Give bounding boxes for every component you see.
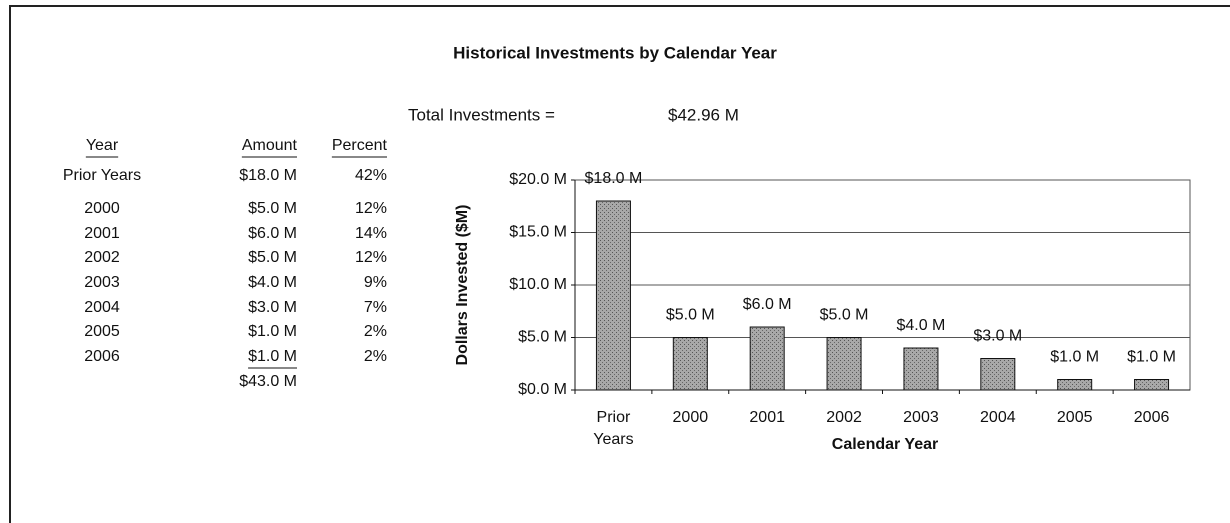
table-cell: 2000: [84, 200, 120, 217]
bar: [749, 326, 785, 391]
x-tick-label: 2003: [903, 409, 939, 426]
table-cell: 42%: [355, 167, 387, 184]
bar: [903, 347, 939, 391]
bar: [826, 337, 862, 391]
table-cell: $1.0 M: [248, 323, 297, 340]
y-tick-label: $0.0 M: [518, 381, 567, 398]
table-cell: $4.0 M: [248, 274, 297, 291]
bar: [1134, 379, 1170, 391]
table-cell: 9%: [364, 274, 387, 291]
table-sum: $43.0 M: [239, 373, 297, 390]
table-cell: $1.0 M: [248, 348, 297, 365]
table-cell: Prior Years: [63, 167, 141, 184]
table-cell: 2003: [84, 274, 120, 291]
bar: [980, 358, 1016, 391]
bar: [672, 337, 708, 391]
data-label: $5.0 M: [666, 307, 715, 324]
y-axis-title: Dollars Invested ($M): [454, 205, 471, 366]
table-cell: 12%: [355, 249, 387, 266]
x-tick-label: 2005: [1057, 409, 1093, 426]
table-cell: $5.0 M: [248, 200, 297, 217]
x-tick-label: 2000: [673, 409, 709, 426]
table-cell: $3.0 M: [248, 299, 297, 316]
table-cell: 2%: [364, 348, 387, 365]
table-header: Percent: [332, 137, 388, 154]
table-cell: 14%: [355, 225, 387, 242]
table-cell: $6.0 M: [248, 225, 297, 242]
table-cell: $5.0 M: [248, 249, 297, 266]
table-cell: 2002: [84, 249, 120, 266]
data-label: $3.0 M: [973, 328, 1022, 345]
table-header: Amount: [242, 137, 298, 154]
data-label: $6.0 M: [743, 296, 792, 313]
y-tick-label: $5.0 M: [518, 329, 567, 346]
x-tick-label: 2004: [980, 409, 1016, 426]
frame: [9, 5, 1230, 523]
y-tick-label: $10.0 M: [509, 276, 567, 293]
x-tick-label: 2006: [1134, 409, 1170, 426]
y-tick-label: $20.0 M: [509, 171, 567, 188]
data-label: $1.0 M: [1127, 349, 1176, 366]
total-label: Total Investments =: [408, 105, 555, 124]
table-cell: $18.0 M: [239, 167, 297, 184]
data-label: $18.0 M: [585, 170, 643, 187]
x-axis-title: Calendar Year: [832, 436, 938, 453]
table-cell: 7%: [364, 299, 387, 316]
x-tick-label: 2002: [826, 409, 862, 426]
table-cell: 2%: [364, 323, 387, 340]
bar: [595, 200, 631, 391]
table-cell: 2006: [84, 348, 120, 365]
data-label: $1.0 M: [1050, 349, 1099, 366]
title: Historical Investments by Calendar Year: [453, 43, 777, 62]
bar: [1057, 379, 1093, 391]
x-tick-label: Prior Years: [593, 409, 633, 448]
table-cell: 2001: [84, 225, 120, 242]
x-tick-label: 2001: [749, 409, 785, 426]
table-cell: 12%: [355, 200, 387, 217]
table-cell: 2004: [84, 299, 120, 316]
data-label: $4.0 M: [896, 317, 945, 334]
table-cell: 2005: [84, 323, 120, 340]
total-value: $42.96 M: [668, 105, 739, 124]
data-label: $5.0 M: [820, 307, 869, 324]
table-header: Year: [86, 137, 119, 154]
y-tick-label: $15.0 M: [509, 224, 567, 241]
